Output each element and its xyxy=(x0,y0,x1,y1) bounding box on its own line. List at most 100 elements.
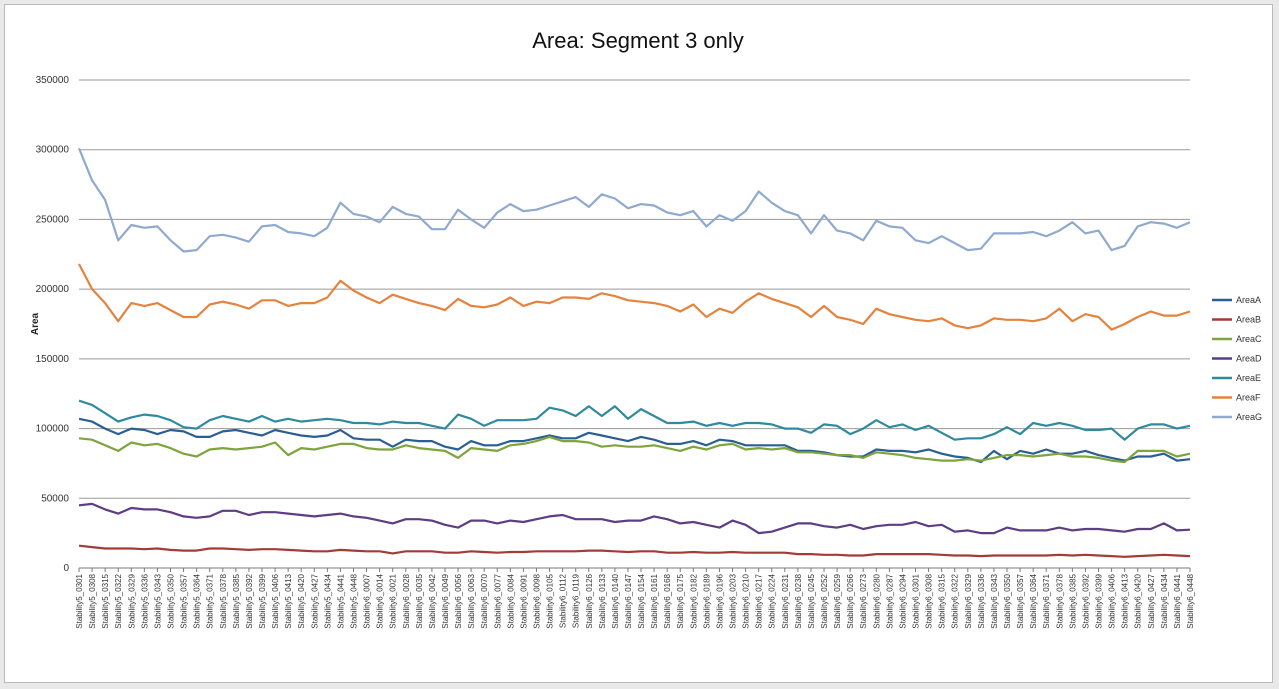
x-tick-label: Stability6_0175 xyxy=(676,573,685,628)
y-tick-label: 250000 xyxy=(36,214,70,225)
x-tick-label: Stability6_0189 xyxy=(702,573,711,628)
x-tick-label: Stability5_0329 xyxy=(127,573,136,628)
x-tick-label: Stability6_0406 xyxy=(1108,573,1117,628)
x-tick-label: Stability5_0378 xyxy=(219,573,228,628)
x-tick-label: Stability6_0252 xyxy=(820,573,829,628)
x-tick-label: Stability6_0385 xyxy=(1068,573,1077,628)
x-tick-label: Stability6_0028 xyxy=(402,573,411,628)
x-tick-label: Stability6_0126 xyxy=(585,573,594,628)
gridlines xyxy=(79,79,1190,569)
x-tick-label: Stability6_0154 xyxy=(637,573,646,628)
y-tick-label: 150000 xyxy=(36,354,70,365)
x-tick-label: Stability6_0224 xyxy=(768,573,777,628)
x-tick-label: Stability6_0420 xyxy=(1134,573,1143,628)
x-tick-label: Stability5_0448 xyxy=(349,573,358,628)
x-tick-label: Stability6_0119 xyxy=(572,573,581,628)
x-tick-label: Stability6_0035 xyxy=(415,573,424,628)
series-line-areab xyxy=(78,544,1191,558)
y-tick-label: 300000 xyxy=(36,145,70,156)
x-tick-label: Stability6_0343 xyxy=(990,573,999,628)
x-tick-label: Stability5_0343 xyxy=(153,573,162,628)
x-tick-label: Stability5_0336 xyxy=(140,573,149,628)
series-line-areae xyxy=(78,399,1191,441)
x-tick-label: Stability6_0217 xyxy=(755,573,764,628)
x-tick-label: Stability5_0406 xyxy=(271,573,280,628)
x-tick-label: Stability5_0420 xyxy=(297,573,306,628)
x-tick-label: Stability6_0399 xyxy=(1095,573,1104,628)
x-tick-label: Stability6_0063 xyxy=(467,573,476,628)
x-tick-label: Stability6_0266 xyxy=(846,573,855,628)
x-tick-label: Stability6_0161 xyxy=(650,573,659,628)
series-line-areaa xyxy=(78,417,1191,464)
x-tick-label: Stability6_0448 xyxy=(1186,573,1195,628)
x-tick-label: Stability5_0357 xyxy=(180,573,189,628)
series-lines xyxy=(77,147,1191,558)
x-tick-label: Stability6_0196 xyxy=(715,573,724,628)
x-tick-label: Stability6_0259 xyxy=(833,573,842,628)
x-tick-label: Stability6_0056 xyxy=(454,573,463,628)
x-tick-label: Stability6_0245 xyxy=(807,573,816,628)
x-axis-ticks: Stability5_0301 Stability5_0308 Stability5… xyxy=(75,568,1195,629)
x-tick-label: Stability6_0140 xyxy=(611,573,620,628)
x-tick-label: Stability5_0301 xyxy=(75,573,84,628)
x-tick-label: Stability6_0147 xyxy=(624,573,633,628)
x-tick-label: Stability6_0077 xyxy=(493,573,502,628)
x-tick-label: Stability6_0315 xyxy=(938,573,947,628)
y-tick-label: 350000 xyxy=(36,75,70,86)
y-axis-ticks: 0 50000 100000 150000 200000 250000 300000 3500… xyxy=(36,75,70,574)
chart-title: Area: Segment 3 only xyxy=(532,28,744,53)
chart-frame xyxy=(4,4,1273,683)
y-tick-label: 200000 xyxy=(36,284,70,295)
x-tick-label: Stability5_0364 xyxy=(193,573,202,628)
x-tick-label: Stability6_0308 xyxy=(925,573,934,628)
legend-label: AreaF xyxy=(1236,393,1261,403)
x-tick-label: Stability6_0378 xyxy=(1055,573,1064,628)
x-tick-label: Stability5_0413 xyxy=(284,573,293,628)
x-tick-label: Stability6_0042 xyxy=(428,573,437,628)
x-tick-label: Stability6_0273 xyxy=(859,573,868,628)
legend-label: AreaB xyxy=(1236,315,1261,325)
x-tick-label: Stability6_0084 xyxy=(506,573,515,628)
x-tick-label: Stability5_0392 xyxy=(245,573,254,628)
x-tick-label: Stability6_0364 xyxy=(1029,573,1038,628)
x-tick-label: Stability6_0434 xyxy=(1160,573,1169,628)
x-tick-label: Stability6_0014 xyxy=(376,573,385,628)
x-tick-label: Stability6_0336 xyxy=(977,573,986,628)
x-tick-label: Stability6_0427 xyxy=(1147,573,1156,628)
legend-label: AreaG xyxy=(1236,412,1262,422)
x-tick-label: Stability5_0350 xyxy=(166,573,175,628)
series-line-aread xyxy=(78,502,1191,535)
x-tick-label: Stability6_0294 xyxy=(898,573,907,628)
y-tick-label: 50000 xyxy=(41,493,69,504)
x-tick-label: Stability5_0371 xyxy=(206,573,215,628)
x-tick-label: Stability6_0098 xyxy=(532,573,541,628)
x-tick-label: Stability6_0280 xyxy=(872,573,881,628)
x-tick-label: Stability6_0168 xyxy=(663,573,672,628)
legend-label: AreaA xyxy=(1236,295,1261,305)
x-tick-label: Stability6_0091 xyxy=(519,573,528,628)
x-tick-label: Stability6_0210 xyxy=(742,573,751,628)
x-tick-label: Stability6_0238 xyxy=(794,573,803,628)
x-tick-label: Stability5_0385 xyxy=(232,573,241,628)
x-tick-label: Stability6_0322 xyxy=(951,573,960,628)
x-tick-label: Stability5_0427 xyxy=(310,573,319,628)
x-tick-label: Stability5_0399 xyxy=(258,573,267,628)
legend-label: AreaC xyxy=(1236,334,1262,344)
x-tick-label: Stability6_0392 xyxy=(1081,573,1090,628)
x-tick-label: Stability6_0049 xyxy=(441,573,450,628)
x-tick-label: Stability6_0441 xyxy=(1173,573,1182,628)
x-tick-label: Stability6_0287 xyxy=(885,573,894,628)
legend: AreaA AreaB AreaC AreaD AreaE AreaF AreaG xyxy=(1212,295,1262,422)
series-line-areaf xyxy=(78,263,1191,331)
x-tick-label: Stability6_0371 xyxy=(1042,573,1051,628)
y-axis-label: Area xyxy=(30,312,41,335)
y-tick-label: 100000 xyxy=(36,424,70,435)
x-tick-label: Stability6_0182 xyxy=(689,573,698,628)
x-tick-label: Stability5_0308 xyxy=(88,573,97,628)
legend-label: AreaE xyxy=(1236,373,1261,383)
x-tick-label: Stability6_0231 xyxy=(781,573,790,628)
x-tick-label: Stability6_0133 xyxy=(598,573,607,628)
x-tick-label: Stability6_0301 xyxy=(912,573,921,628)
series-line-areag xyxy=(77,147,1191,253)
